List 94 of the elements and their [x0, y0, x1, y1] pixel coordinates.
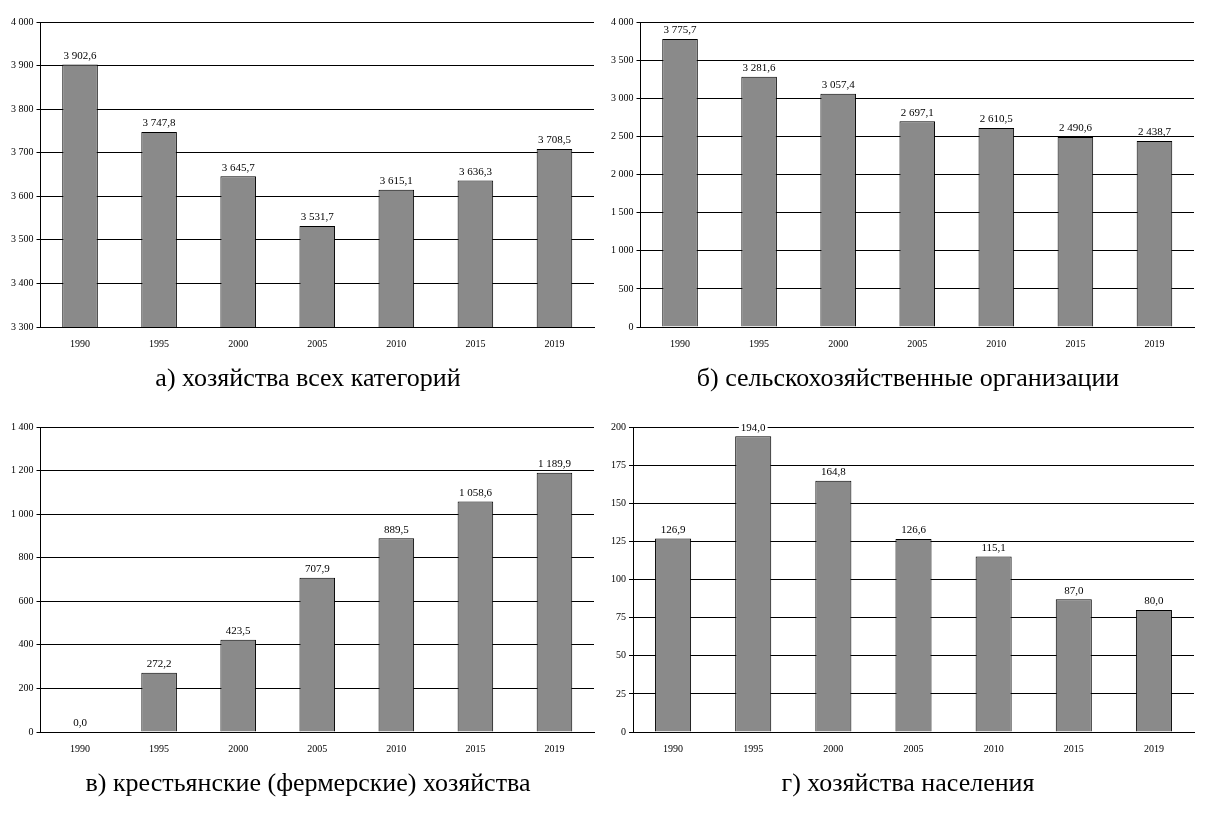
- x-tick-label: 1990: [70, 337, 91, 349]
- x-tick-label: 2019: [544, 742, 565, 754]
- y-tick-label: 1 500: [611, 206, 634, 218]
- data-label: 3 747,8: [142, 116, 177, 129]
- data-label: 115,1: [981, 540, 1006, 553]
- x-tick-label: 1990: [670, 337, 691, 349]
- y-tick-label: 0: [28, 725, 34, 737]
- y-tick-label: 75: [616, 611, 626, 623]
- data-label: 2 438,7: [1137, 125, 1172, 138]
- data-label: 87,0: [1064, 583, 1084, 596]
- y-tick-label: 1 200: [11, 464, 34, 476]
- text: в) крестьянские (фермерские) хозяйства: [84, 768, 532, 798]
- x-tick-label: 1990: [70, 742, 91, 754]
- y-tick-label: 400: [18, 638, 34, 650]
- x-tick-label: 2015: [1063, 742, 1084, 754]
- y-tick-label: 3 800: [11, 102, 34, 114]
- y-tick-label: 3 900: [11, 59, 34, 71]
- y-tick-label: 3 500: [611, 53, 634, 65]
- x-tick-label: 2015: [465, 337, 486, 349]
- y-tick-label: 200: [18, 682, 34, 694]
- x-tick-label: 2010: [983, 742, 1004, 754]
- data-label: 3 902,6: [63, 48, 98, 61]
- y-tick-label: 500: [618, 282, 634, 294]
- data-label: 126,9: [660, 522, 686, 535]
- x-tick-label: 2005: [307, 337, 328, 349]
- data-label: 3 281,6: [742, 61, 777, 74]
- x-tick-label: 2010: [986, 337, 1007, 349]
- data-label: 1 058,6: [458, 485, 493, 498]
- y-tick-label: 2 000: [611, 168, 634, 180]
- y-tick-label: 1 400: [11, 420, 34, 432]
- data-label: 3 775,7: [663, 23, 698, 36]
- data-label: 164,8: [820, 465, 847, 478]
- y-tick-label: 100: [611, 573, 626, 585]
- y-tick-label: 1 000: [611, 244, 634, 256]
- x-tick-label: 2005: [907, 337, 928, 349]
- y-tick-label: 1 000: [11, 507, 34, 519]
- x-tick-label: 1990: [663, 742, 684, 754]
- x-tick-label: 2019: [1144, 337, 1165, 349]
- data-label: 3 057,4: [821, 78, 856, 91]
- data-label: 1 189,9: [537, 457, 572, 470]
- data-label: 0,0: [73, 716, 88, 729]
- y-tick-label: 25: [616, 687, 626, 699]
- x-tick-label: 2000: [828, 337, 849, 349]
- y-tick-label: 3 600: [11, 189, 34, 201]
- y-tick-label: 150: [611, 496, 626, 508]
- y-tick-label: 3 700: [11, 146, 34, 158]
- text: б) сельскохозяйственные организации: [695, 363, 1121, 393]
- y-tick-label: 800: [18, 551, 34, 563]
- x-tick-label: 2000: [228, 742, 249, 754]
- y-tick-label: 3 000: [611, 91, 634, 103]
- data-label: 2 490,6: [1058, 121, 1093, 134]
- x-tick-label: 2010: [386, 742, 407, 754]
- data-label: 3 615,1: [379, 174, 413, 187]
- x-tick-label: 2005: [307, 742, 328, 754]
- x-tick-label: 1995: [743, 742, 764, 754]
- data-label: 272,2: [146, 657, 172, 670]
- y-tick-label: 2 500: [611, 130, 634, 141]
- data-label: 423,5: [225, 624, 252, 637]
- y-tick-label: 50: [616, 649, 626, 661]
- data-label: 3 645,7: [221, 160, 256, 173]
- data-label: 3 636,3: [458, 164, 493, 177]
- data-label: 80,0: [1144, 594, 1165, 607]
- x-tick-label: 2000: [823, 742, 844, 754]
- data-label: 2 697,1: [900, 105, 934, 118]
- x-tick-label: 2000: [228, 337, 249, 349]
- data-label: 3 531,7: [300, 210, 335, 223]
- y-tick-label: 0: [628, 320, 634, 332]
- x-tick-label: 1995: [149, 337, 170, 349]
- x-tick-label: 2019: [544, 337, 565, 349]
- data-label: 3 708,5: [537, 133, 572, 146]
- y-tick-label: 3 400: [11, 277, 34, 289]
- y-tick-label: 175: [611, 458, 626, 470]
- y-tick-label: 4 000: [611, 15, 634, 27]
- x-tick-label: 1995: [149, 742, 170, 754]
- x-tick-label: 2015: [1065, 337, 1086, 349]
- y-tick-label: 3 300: [11, 320, 34, 332]
- data-label: 126,6: [901, 523, 927, 536]
- text: г) хозяйства населения: [780, 768, 1036, 798]
- x-tick-label: 2005: [903, 742, 924, 754]
- y-tick-label: 600: [18, 594, 34, 606]
- data-label: 707,9: [304, 562, 331, 575]
- x-tick-label: 1995: [749, 337, 770, 349]
- x-tick-label: 2015: [465, 742, 486, 754]
- data-label: 2 610,5: [979, 112, 1014, 125]
- y-tick-label: 4 000: [11, 15, 34, 27]
- y-tick-label: 3 500: [11, 233, 34, 245]
- y-tick-label: 200: [611, 420, 626, 432]
- data-label: 194,0: [740, 420, 767, 433]
- y-tick-label: 125: [611, 535, 626, 546]
- x-tick-label: 2010: [386, 337, 407, 349]
- y-tick-label: 0: [621, 725, 626, 737]
- text: а) хозяйства всех категорий: [154, 363, 462, 393]
- data-label: 889,5: [383, 522, 410, 535]
- x-tick-label: 2019: [1143, 742, 1164, 754]
